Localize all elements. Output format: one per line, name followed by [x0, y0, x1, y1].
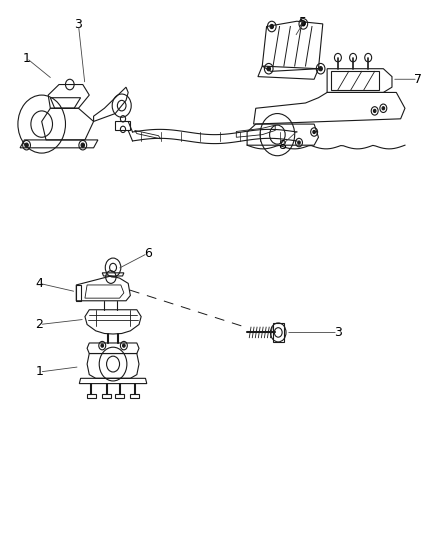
- Circle shape: [382, 107, 385, 110]
- Text: 4: 4: [35, 277, 43, 290]
- Circle shape: [81, 143, 85, 147]
- Circle shape: [373, 109, 376, 112]
- Text: 5: 5: [299, 17, 307, 29]
- Circle shape: [319, 67, 322, 71]
- Text: 8: 8: [278, 139, 286, 152]
- Circle shape: [101, 344, 103, 347]
- Circle shape: [270, 25, 273, 29]
- Circle shape: [267, 67, 270, 71]
- Text: 3: 3: [74, 19, 82, 31]
- Circle shape: [302, 22, 305, 26]
- Circle shape: [123, 344, 125, 347]
- Text: 6: 6: [144, 247, 152, 260]
- Text: 1: 1: [35, 366, 43, 378]
- Text: 1: 1: [23, 52, 31, 64]
- Text: 3: 3: [334, 326, 342, 339]
- Circle shape: [298, 141, 300, 144]
- Text: 7: 7: [414, 73, 422, 86]
- Text: 2: 2: [35, 318, 43, 331]
- Circle shape: [313, 131, 315, 134]
- Circle shape: [25, 143, 28, 147]
